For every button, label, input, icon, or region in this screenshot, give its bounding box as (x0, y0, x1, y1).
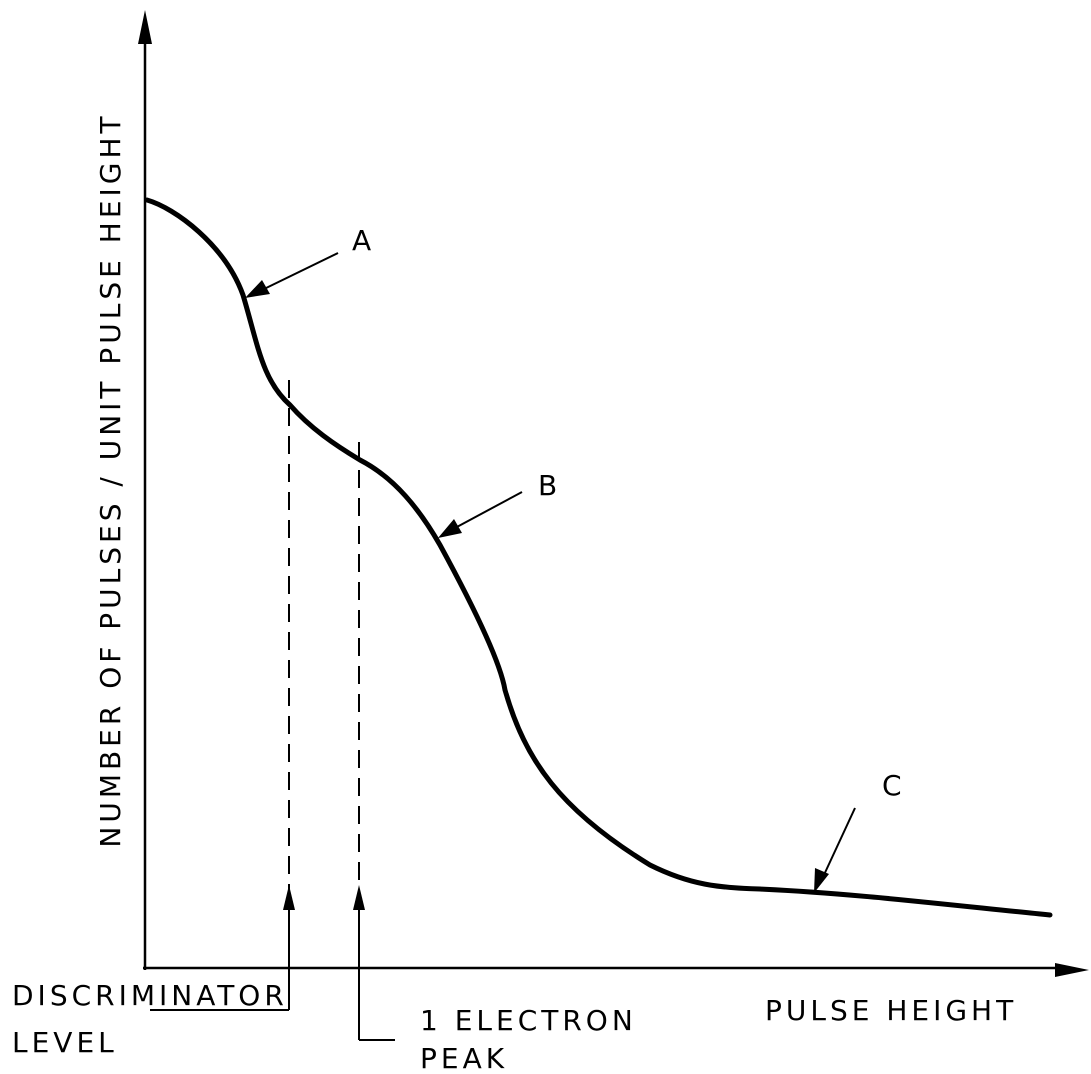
electron-peak-label-line2: PEAK (420, 1042, 508, 1074)
x-axis-label: PULSE HEIGHT (765, 994, 1017, 1027)
electron-peak-arrowhead (353, 885, 365, 910)
discriminator-arrowhead (283, 885, 295, 910)
electron-peak-label-line1: 1 ELECTRON (420, 1004, 637, 1037)
callout-c-leader (822, 807, 856, 878)
discriminator-label-line1: DISCRIMINATOR (12, 979, 288, 1012)
x-axis-arrowhead (1055, 963, 1089, 977)
discriminator-label-line2: LEVEL (12, 1026, 118, 1059)
pulse-height-curve (144, 197, 1053, 918)
y-axis-label: NUMBER OF PULSES / UNIT PULSE HEIGHT (94, 112, 127, 847)
callout-c-label: C (882, 769, 906, 802)
callout-a-arrowhead (245, 280, 270, 298)
callout-c-arrowhead (814, 868, 829, 893)
callout-a-leader (261, 252, 339, 291)
callout-b-leader (454, 491, 523, 529)
callout-b-arrowhead (438, 519, 462, 538)
callout-b-label: B (538, 469, 561, 502)
y-axis-arrowhead (138, 10, 152, 44)
callout-a-label: A (352, 224, 375, 257)
